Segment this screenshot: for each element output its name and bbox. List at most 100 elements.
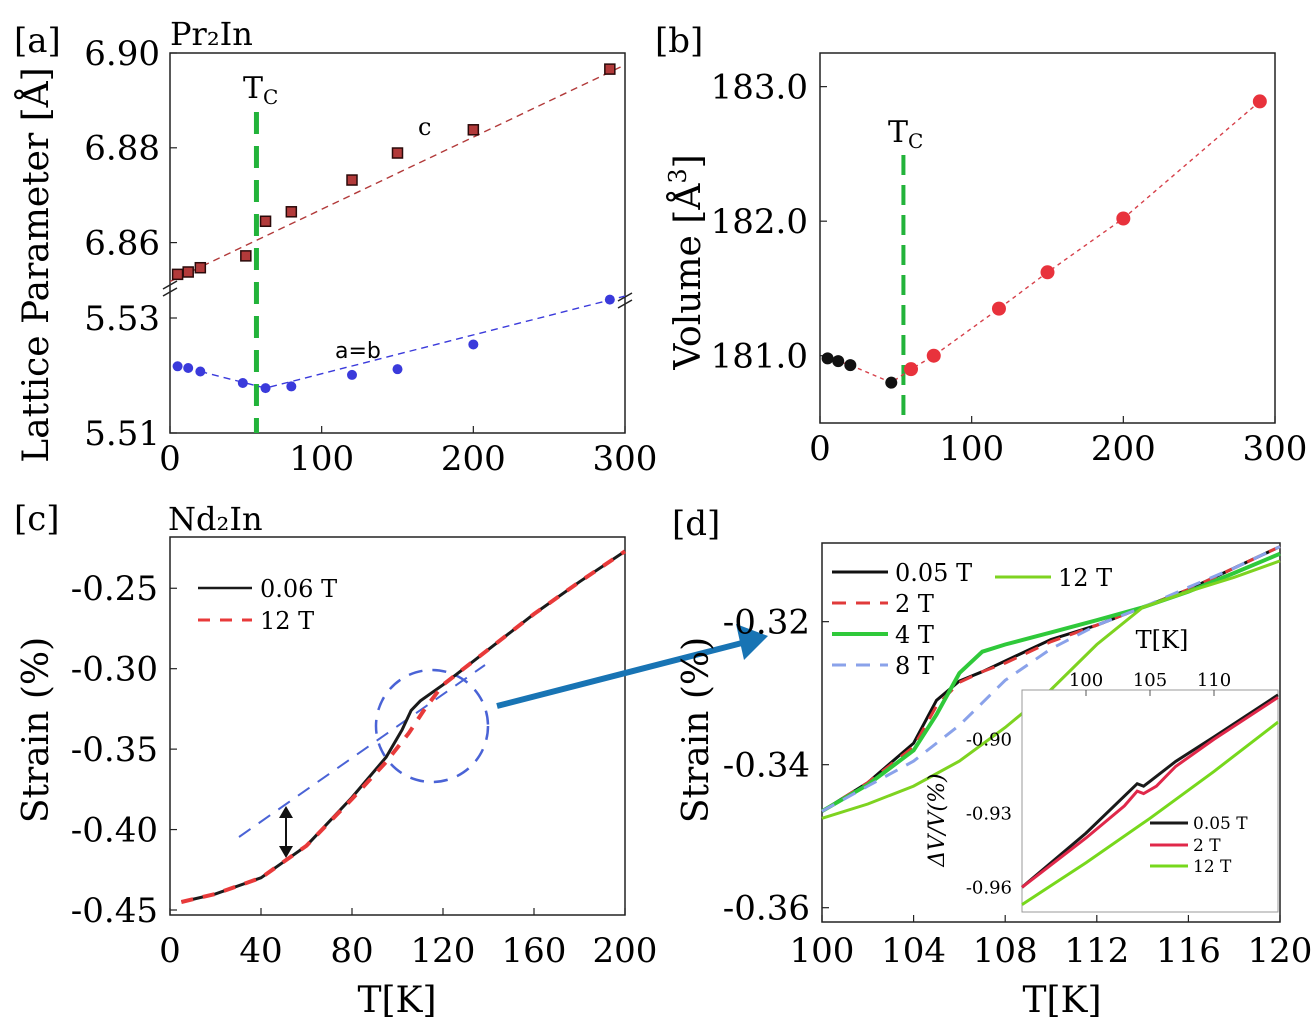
volume-point-0-1 — [832, 355, 845, 368]
panel-b-xtick-300: 300 — [1243, 429, 1308, 469]
inset-xtick-100: 100 — [1069, 670, 1103, 691]
inset-xlabel: T[K] — [1136, 626, 1189, 654]
panel-a-xtick-0: 0 — [159, 439, 181, 479]
transition-highlight-circle — [374, 668, 490, 784]
strain-difference-arrow — [279, 806, 293, 858]
panel-c-label: [c] — [14, 499, 60, 539]
panel-a-ytick-upper-6.90: 6.90 — [84, 34, 160, 74]
panel-d-xtick-116: 116 — [1156, 931, 1221, 971]
fit-line-1 — [200, 295, 626, 389]
panel-d-ytick--0.32: -0.32 — [723, 603, 810, 643]
panel-d-xtick-112: 112 — [1064, 931, 1129, 971]
inset-ytick--0.93: -0.93 — [966, 803, 1012, 824]
point-ab-3 — [237, 377, 248, 388]
panel-a-frame — [169, 52, 626, 434]
volume-point-0-0 — [821, 352, 834, 365]
legend-label-4t: 4 T — [895, 621, 934, 649]
panel-d-xtick-108: 108 — [973, 931, 1038, 971]
panel-c-ytick--0.35: -0.35 — [71, 730, 158, 770]
inset-curve-2 — [1021, 720, 1279, 906]
panel-d: 0.05 T 2 T 4 T 8 T 12 T Strain (%) T[K] … — [676, 542, 1313, 1021]
volume-point-1-3 — [1040, 265, 1055, 280]
point-c-5 — [285, 206, 298, 218]
strain-curve-0 — [181, 550, 626, 904]
panel-c-xtick-40: 40 — [239, 931, 282, 971]
panel-c: 0.06 T 12 T Strain (%) T[K] 0 40 80 120 160 2… — [16, 536, 658, 1021]
panel-d-ytick--0.34: -0.34 — [723, 746, 810, 786]
panel-c-xtick-80: 80 — [330, 931, 373, 971]
legend-label-0-06t: 0.06 T — [260, 575, 337, 603]
panel-c-ytick--0.25: -0.25 — [71, 569, 158, 609]
volume-point-0-2 — [844, 359, 857, 372]
inset-ytick--0.96: -0.96 — [966, 877, 1012, 898]
point-c-6 — [346, 174, 358, 186]
legend-label-0-05t: 0.05 T — [895, 559, 972, 587]
panel-b-xtick-0: 0 — [809, 429, 831, 469]
panel-d-xtick-120: 120 — [1248, 931, 1313, 971]
volume-point-1-0 — [904, 362, 918, 377]
point-ab-7 — [392, 364, 403, 375]
legend-label-2t: 2 T — [895, 590, 934, 618]
volume-point-1-5 — [1252, 94, 1267, 109]
panel-c-frame — [169, 536, 626, 916]
point-c-8 — [467, 124, 480, 136]
panel-b-tc-label: TC — [888, 115, 923, 153]
panel-a-ylabel: Lattice Parameter [Å] — [15, 67, 57, 462]
point-c-2 — [194, 261, 207, 274]
panel-d-frame — [821, 542, 1281, 923]
point-c-3 — [240, 250, 252, 262]
panel-c-xtick-200: 200 — [593, 931, 658, 971]
volume-point-0-3 — [885, 376, 898, 389]
point-c-9 — [604, 63, 616, 75]
point-ab-6 — [347, 369, 357, 380]
panel-b-ytick-183.0: 183.0 — [711, 68, 808, 108]
panel-a-ytick-upper-6.86: 6.86 — [84, 224, 160, 264]
point-ab-4 — [260, 383, 271, 394]
inset-curve-0 — [1021, 693, 1279, 889]
point-c-0 — [171, 268, 184, 281]
panel-b: TC Volume [Å3] 0 100 200 300 181.0 182.0 183.0 — [664, 52, 1308, 469]
volume-point-1-1 — [926, 348, 941, 363]
panel-b-ytick-181.0: 181.0 — [711, 337, 808, 377]
panel-d-inset: T[K] ΔV/V(%) 0.05 T 2 T 12 T 100 105 110 -0… — [925, 626, 1279, 913]
legend-label-8t: 8 T — [895, 652, 934, 680]
point-ab-9 — [604, 294, 615, 305]
series-label-c: c — [418, 113, 431, 141]
panel-a-ytick-upper-6.88: 6.88 — [84, 129, 160, 169]
point-ab-2 — [195, 366, 206, 377]
panel-d-ylabel: Strain (%) — [676, 637, 717, 823]
panel-b-label: [b] — [655, 21, 703, 61]
panel-a-ytick-lower-5.51: 5.51 — [84, 414, 160, 454]
panel-a-label: [a] — [14, 21, 61, 61]
inset-legend-label-0-05t: 0.05 T — [1193, 814, 1248, 834]
panel-c-xtick-160: 160 — [502, 931, 567, 971]
strain-curve-1 — [180, 549, 627, 904]
panel-c-title: Nd₂In — [168, 500, 263, 538]
panel-d-xtick-100: 100 — [790, 931, 855, 971]
inset-xtick-105: 105 — [1133, 670, 1167, 691]
inset-ylabel: ΔV/V(%) — [925, 773, 950, 867]
panel-a: TC c a=b Lattice Parameter [Å] 0 100 200 30… — [15, 34, 657, 479]
panel-d-xtick-104: 104 — [881, 931, 946, 971]
panel-a-axis-break — [162, 280, 633, 309]
volume-trend-line — [827, 100, 1261, 384]
panel-b-xtick-100: 100 — [939, 429, 1004, 469]
point-ab-8 — [468, 339, 479, 350]
panel-c-ytick--0.45: -0.45 — [71, 891, 158, 931]
inset-legend-label-12t: 12 T — [1193, 857, 1232, 877]
panel-a-xtick-200: 200 — [441, 439, 506, 479]
panel-d-ytick--0.36: -0.36 — [723, 889, 810, 929]
point-ab-0 — [172, 361, 183, 372]
series-label-ab: a=b — [335, 339, 381, 364]
panel-c-xtick-0: 0 — [159, 931, 181, 971]
panel-a-tc-label: TC — [243, 71, 278, 109]
point-c-4 — [259, 215, 272, 228]
legend-label-12t: 12 T — [260, 607, 314, 635]
inset-xtick-110: 110 — [1197, 670, 1231, 691]
panel-c-xlabel: T[K] — [358, 980, 437, 1021]
zoom-connector-arrow — [496, 624, 768, 709]
legend-label-12t-d: 12 T — [1058, 564, 1112, 592]
point-ab-1 — [183, 363, 194, 374]
fit-line-0 — [169, 64, 626, 283]
volume-point-1-2 — [991, 301, 1006, 316]
